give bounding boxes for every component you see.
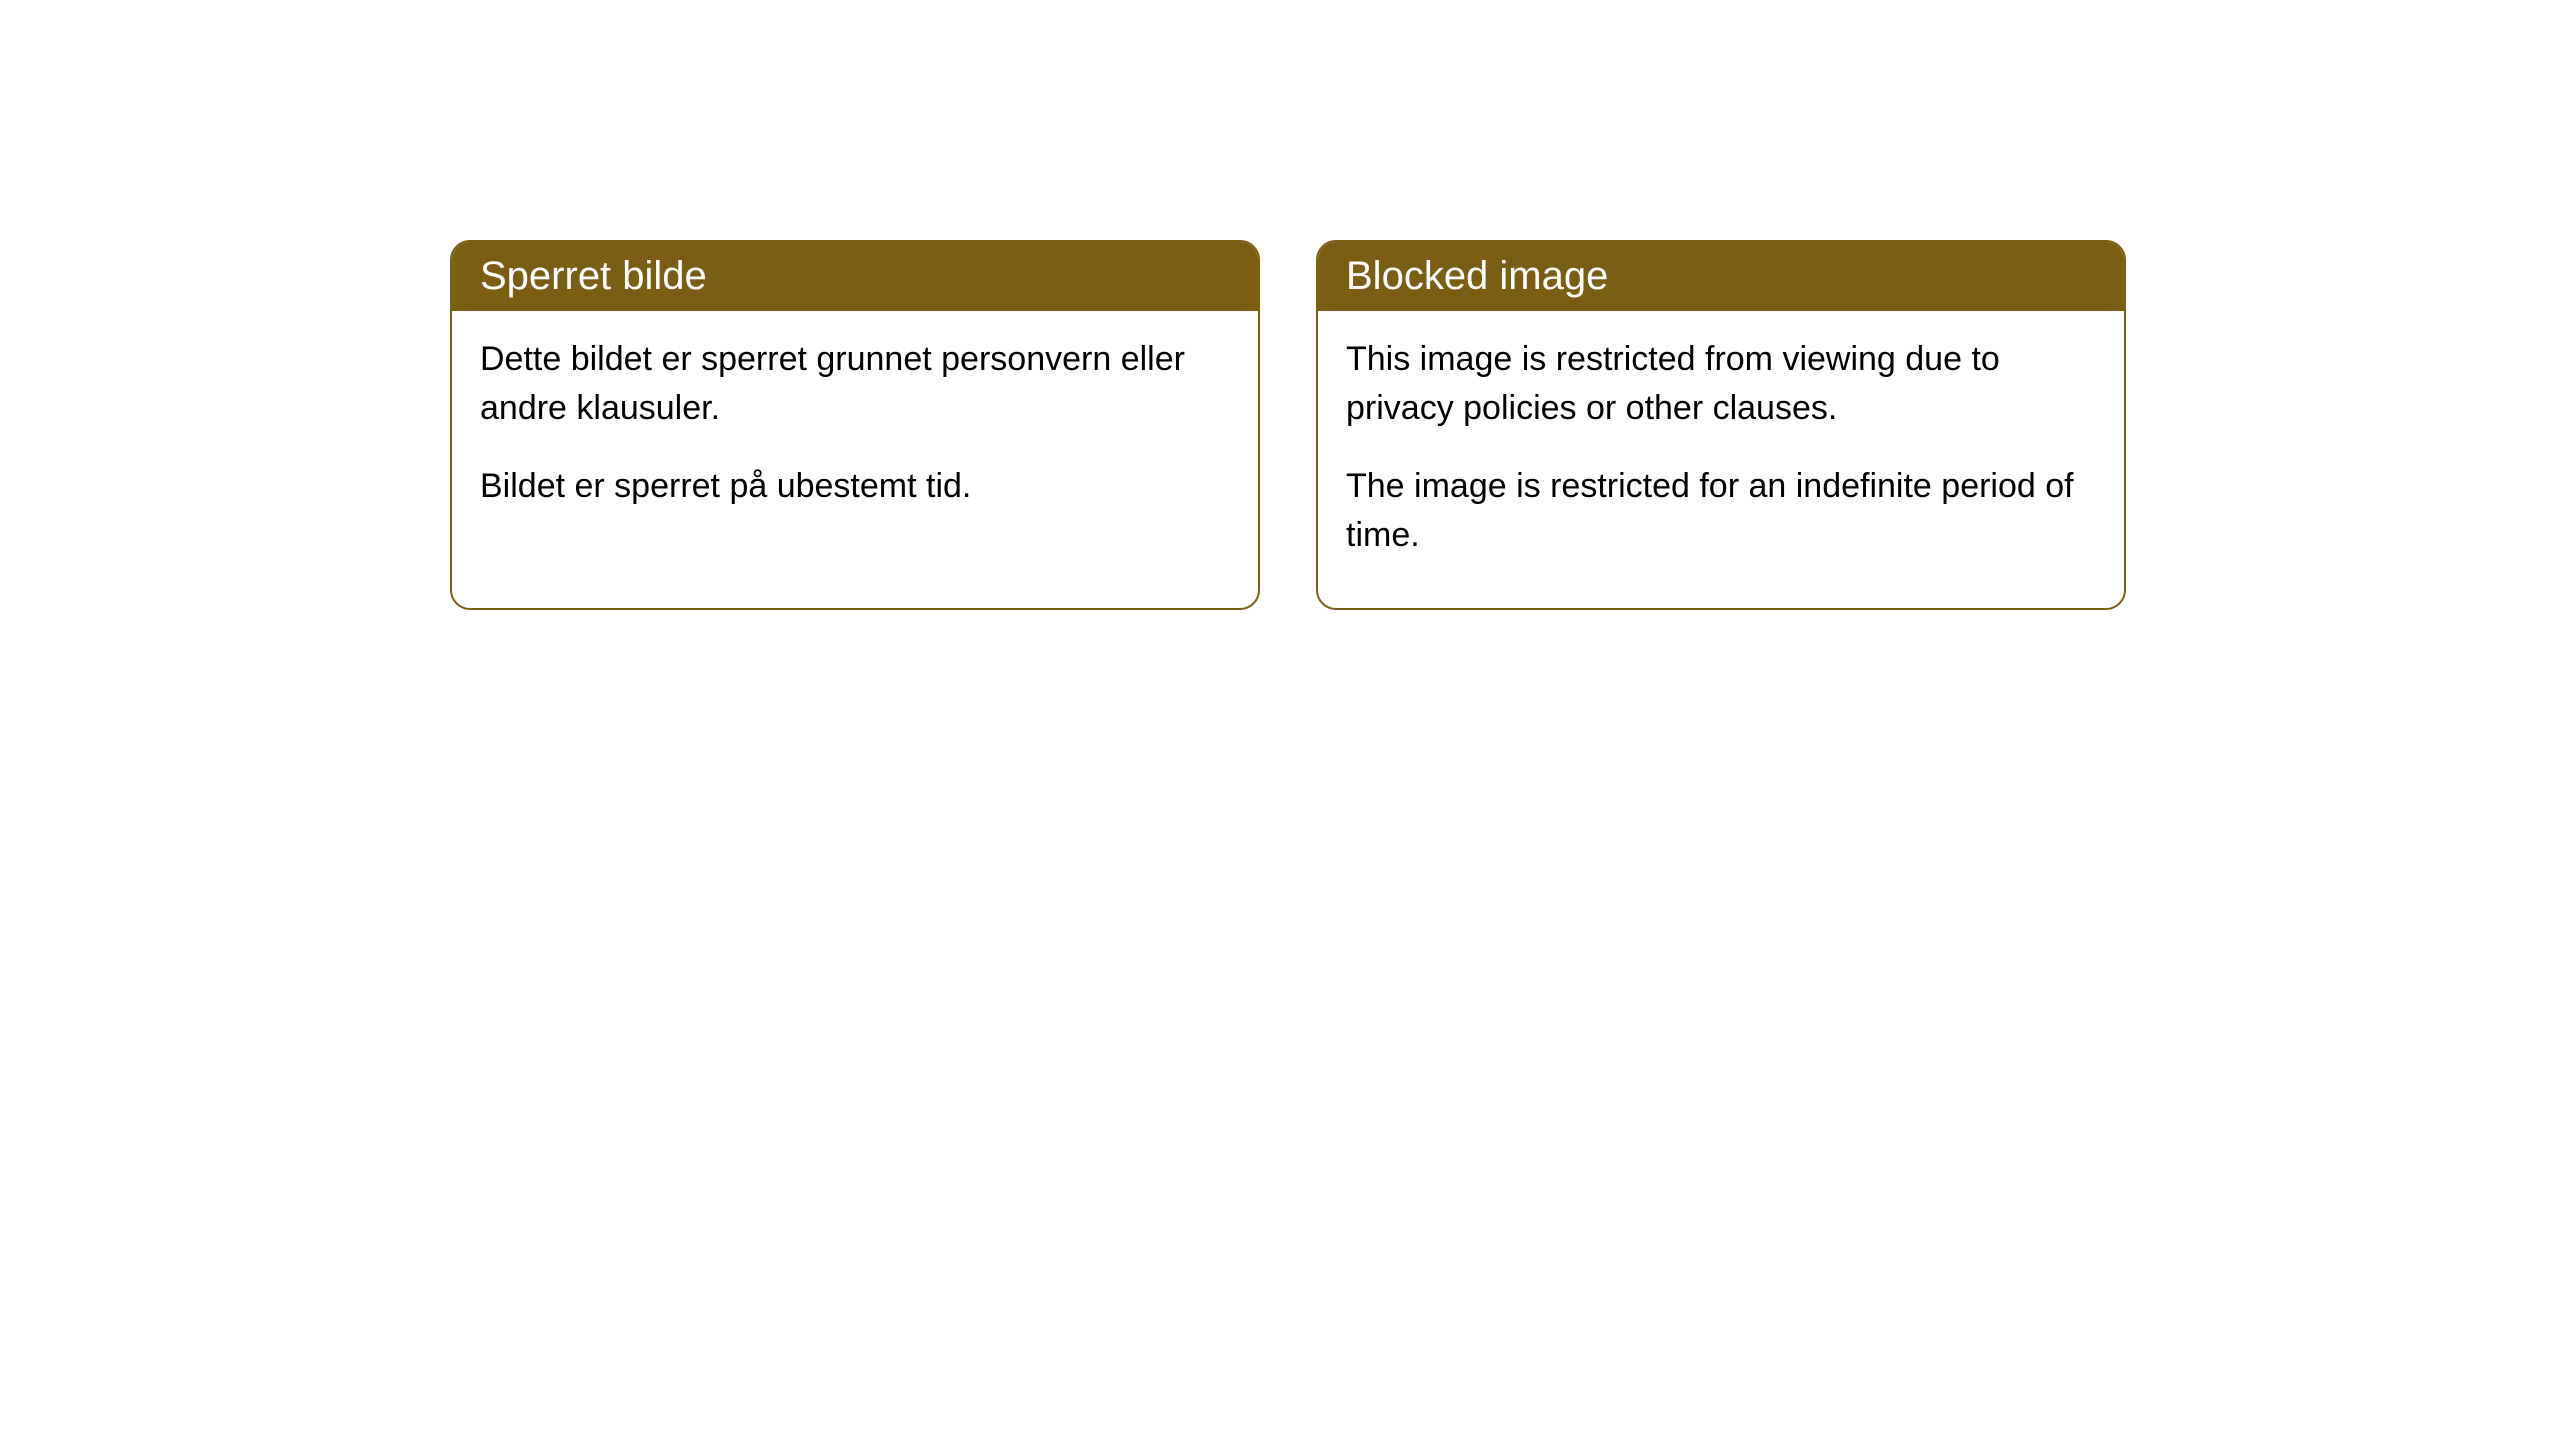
card-english: Blocked image This image is restricted f… — [1316, 240, 2126, 610]
cards-container: Sperret bilde Dette bildet er sperret gr… — [450, 240, 2126, 610]
card-norwegian: Sperret bilde Dette bildet er sperret gr… — [450, 240, 1260, 610]
card-paragraph: This image is restricted from viewing du… — [1346, 335, 2096, 434]
card-body-english: This image is restricted from viewing du… — [1318, 311, 2124, 608]
card-body-norwegian: Dette bildet er sperret grunnet personve… — [452, 311, 1258, 559]
card-title: Sperret bilde — [480, 254, 707, 298]
card-paragraph: Dette bildet er sperret grunnet personve… — [480, 335, 1230, 434]
card-paragraph: Bildet er sperret på ubestemt tid. — [480, 462, 1230, 511]
card-title: Blocked image — [1346, 254, 1608, 298]
card-header-norwegian: Sperret bilde — [452, 242, 1258, 311]
card-header-english: Blocked image — [1318, 242, 2124, 311]
card-paragraph: The image is restricted for an indefinit… — [1346, 462, 2096, 561]
